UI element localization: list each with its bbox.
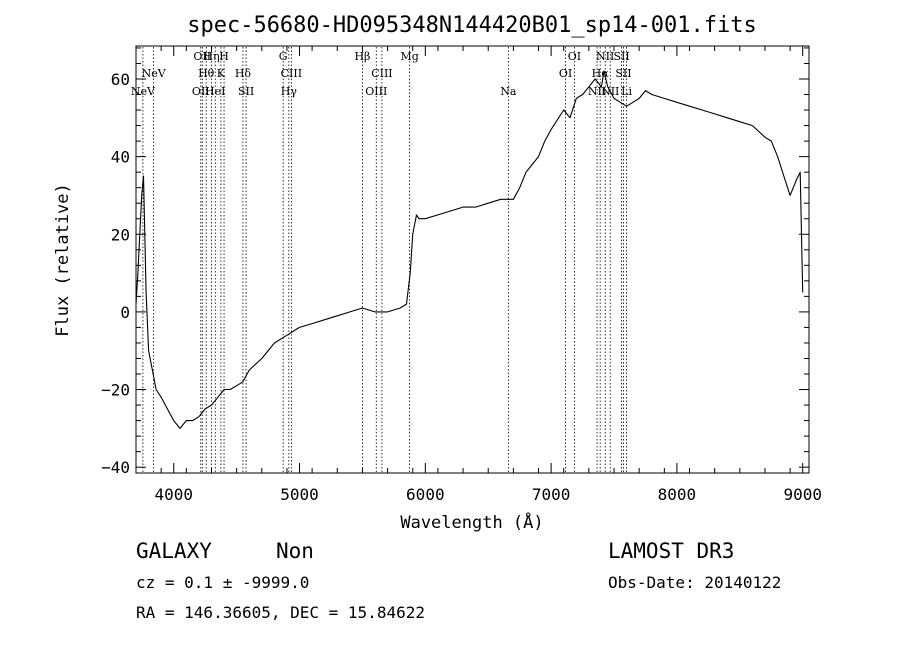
line-label: Hθ	[198, 67, 215, 80]
chart-title: spec-56680-HD095348N144420B01_sp14-001.f…	[187, 13, 757, 38]
x-tick-label: 6000	[406, 485, 445, 504]
line-label: OII	[192, 85, 210, 98]
survey-name: LAMOST DR3	[608, 539, 735, 563]
line-label: SII	[615, 67, 631, 80]
y-tick-label: 0	[120, 303, 130, 322]
plot-area: NeVNeVOIIHηHθOIIHKHeIHδSIIGCIIIHγHβCIIIO…	[101, 45, 822, 504]
y-tick-label: −20	[101, 381, 130, 400]
x-tick-label: 4000	[154, 485, 193, 504]
obs-date: Obs-Date: 20140122	[608, 573, 782, 592]
emission-line-markers: NeVNeVOIIHηHθOIIHKHeIHδSIIGCIIIHγHβCIIIO…	[131, 47, 632, 472]
series-layer	[135, 70, 804, 429]
x-tick-label: 7000	[532, 485, 571, 504]
line-label: SII	[613, 50, 629, 63]
line-label: H	[219, 50, 229, 63]
line-label: OII	[193, 50, 211, 63]
line-label: Hη	[203, 50, 219, 63]
line-label: Na	[500, 85, 517, 98]
line-label: OIII	[365, 85, 387, 98]
spectrum-line	[135, 70, 804, 429]
line-label: G	[279, 50, 288, 63]
object-subclass: Non	[276, 539, 314, 563]
line-label: Hγ	[281, 85, 298, 98]
y-tick-label: 20	[111, 225, 130, 244]
ra-dec: RA = 146.36605, DEC = 15.84622	[136, 603, 425, 622]
y-axis-label: Flux (relative)	[53, 183, 73, 337]
line-label: Li	[621, 85, 632, 98]
line-label: Hδ	[235, 67, 252, 80]
line-label: OI	[568, 50, 581, 63]
redshift-cz: cz = 0.1 ± -9999.0	[136, 573, 310, 592]
x-axis-label: Wavelength (Å)	[400, 511, 543, 533]
line-label: NII	[588, 85, 606, 98]
y-tick-label: −40	[101, 458, 130, 477]
line-label: NeV	[142, 67, 167, 80]
line-label: HeI	[205, 85, 225, 98]
line-label: CIII	[281, 67, 302, 80]
x-tick-label: 5000	[280, 485, 319, 504]
line-label: OI	[559, 67, 572, 80]
y-tick-label: 60	[111, 70, 130, 89]
line-label: NeV	[131, 85, 156, 98]
line-label: NII	[596, 50, 614, 63]
object-class: GALAXY	[136, 539, 212, 563]
line-label: Hα	[592, 67, 610, 80]
line-label: Hβ	[354, 50, 370, 63]
axis-ticks: 4000 5000 6000 7000 8000 9000 −40 −20 0 20 40 60	[101, 46, 822, 504]
line-label: CIII	[371, 67, 392, 80]
plot-frame	[135, 45, 810, 474]
line-label: SII	[238, 85, 254, 98]
line-label: K	[217, 67, 226, 80]
line-label: Mg	[400, 50, 418, 63]
y-tick-label: 40	[111, 148, 130, 167]
x-tick-label: 9000	[783, 485, 822, 504]
x-tick-label: 8000	[658, 485, 697, 504]
